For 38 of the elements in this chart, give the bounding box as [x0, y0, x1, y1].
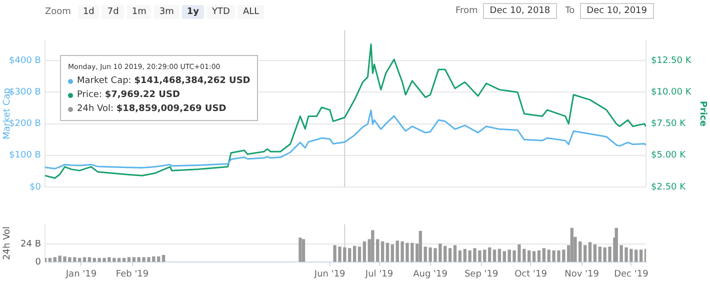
x-tick-label: Feb '19 [116, 270, 149, 280]
text: 1y [182, 5, 204, 19]
y-tick-label: $0 [30, 182, 42, 192]
text: YTD [207, 5, 235, 19]
text: 1d [78, 5, 100, 19]
x-tick-label: Jun '19 [313, 270, 346, 280]
date-field: Dec 10, 2019 [580, 3, 654, 19]
x-tick-label: Dec '19 [614, 270, 649, 280]
y-tick-label: $300 B [9, 88, 41, 98]
x-tick-label: Jul '19 [364, 270, 394, 280]
y2-tick-label: $2.50 K [651, 182, 687, 192]
y-tick-label: $200 B [9, 119, 41, 130]
text: Zoom [45, 7, 71, 17]
annotation: Market Cap: $141,468,384,262 USD [77, 76, 250, 86]
y2-tick-label: $10.00 K [651, 88, 692, 98]
y-tick-label: $400 B [9, 56, 41, 66]
text: 7d [102, 5, 124, 19]
x-tick-label: Jan '19 [64, 270, 97, 280]
y2-axis-title: Price [697, 100, 708, 126]
annotation: 24h Vol: $18,859,009,269 USD [77, 104, 226, 114]
text: 3m [154, 5, 179, 19]
y-axis-title: 24h Vol [2, 226, 13, 260]
y2-tick-label: $7.50 K [651, 119, 687, 130]
text: ALL [238, 5, 264, 19]
text: To [565, 6, 575, 16]
y-tick-label: 0 [35, 257, 42, 268]
x-tick-label: Sep '19 [464, 270, 498, 280]
y-tick-label: $100 B [9, 150, 41, 161]
y2-tick-label: $12.50 K [651, 56, 692, 66]
y2-tick-label: $5.00 K [651, 150, 687, 161]
x-tick-label: Nov '19 [564, 270, 600, 280]
x-tick-label: Oct '19 [514, 270, 548, 280]
annotation: Price: $7,969.22 USD [77, 90, 180, 100]
text: From [455, 6, 478, 16]
date-field: Dec 10, 2018 [482, 3, 558, 19]
y-tick-label: 24 B [20, 239, 41, 250]
text: 1m [126, 5, 152, 19]
x-tick-label: Aug '19 [413, 270, 448, 280]
